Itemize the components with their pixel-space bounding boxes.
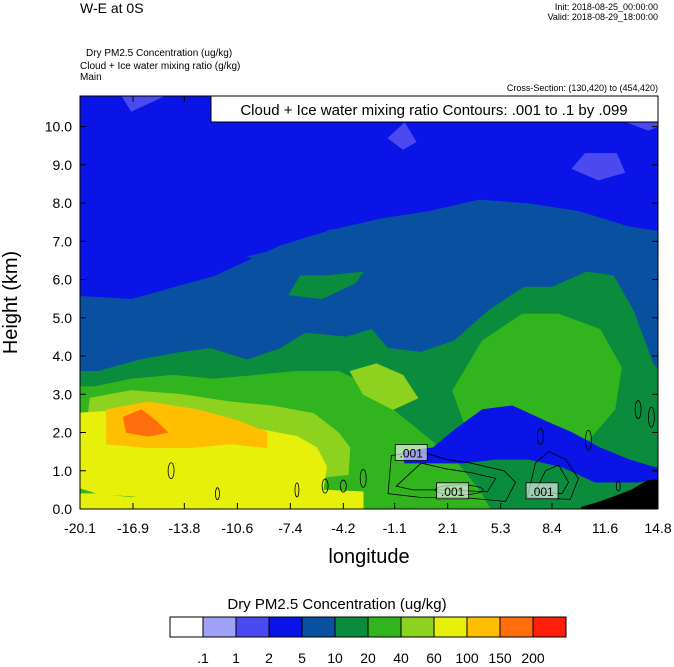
contour-value-text: .001 [441,485,465,499]
x-tick-label: -13.8 [168,520,200,536]
y-tick-label: 6.0 [53,272,73,288]
colorbar-label: 200 [521,650,545,666]
contour-value-label: .001 [436,482,470,500]
contour-outer-2 [526,451,579,500]
x-tick-label: 2.1 [438,520,458,536]
contour-value-box [525,482,559,500]
x-axis-title: longitude [328,546,409,568]
contour-value-label: .001 [394,444,428,461]
x-tick-label: -20.1 [64,520,96,536]
contour-value-text: .001 [400,447,424,461]
valid-time: Valid: 2018-08-29_18:00:00 [547,12,658,22]
x-tick-label: 5.3 [491,520,511,536]
variable-label-cloud: Cloud + Ice water mixing ratio (g/kg) [80,61,241,72]
colorbar-label: 1 [232,650,240,666]
contour-blob-5 [321,478,329,494]
colorbar-swatch [235,616,270,638]
y-tick-label: 9.0 [53,157,73,173]
variable-label-main: Main [80,72,102,83]
x-tick-label: -4.2 [331,520,355,536]
colorbar-label: 150 [488,650,512,666]
concentration-field [80,96,658,509]
contour-blob-7 [359,469,367,488]
cloud-contours: .001 .001 .001 [167,400,655,502]
colorbar-swatch [202,616,237,638]
colorbar-label: 40 [393,650,409,666]
cross-section-label: Cross-Section: (130,420) to (454,420) [506,83,658,93]
y-tick-label: 7.0 [53,233,73,249]
variable-label-pm25: Dry PM2.5 Concentration (ug/kg) [86,48,233,59]
field-patch-green-1 [288,271,364,300]
figure-title: W-E at 0S [80,0,144,16]
contour-info-box [210,95,659,123]
x-tick-label: 8.4 [542,520,562,536]
colorbar-title: Dry PM2.5 Concentration (ug/kg) [227,596,447,613]
x-tick-label: 11.6 [592,520,618,536]
contour-value-box [436,482,470,500]
colorbar-swatch [499,616,534,638]
x-tick-label: -1.1 [383,520,407,536]
colorbar-swatch [334,616,369,638]
field-patch-purple-6 [387,122,417,150]
field-patch-teal-1 [247,229,364,269]
colorbar-label: 60 [426,650,442,666]
y-tick-label: 8.0 [53,195,73,211]
contour-blob-10 [634,400,642,419]
colorbar-swatch [433,616,468,638]
colorbar-label: 5 [298,650,306,666]
contour-inner-1 [395,462,497,493]
colorbar-swatch [301,616,336,638]
contour-blob-9 [585,429,592,451]
y-axis-title: Height (km) [0,251,22,354]
colorbar-label: 2 [265,650,273,666]
colorbar-swatch [466,616,501,638]
field-band-blue [80,96,658,300]
terrain [580,479,658,509]
field-patch-purple-4 [571,153,626,181]
field-patch-red-1 [122,409,169,437]
init-time: Init: 2018-08-25_00:00:00 [554,2,658,12]
contour-blob-12 [615,480,621,492]
contour-value-text: .001 [530,485,554,499]
colorbar-swatch [169,616,204,638]
y-tick-label: 0.0 [53,501,73,517]
contour-value-box [394,444,428,461]
y-tick-label: 5.0 [53,310,73,326]
field-band-lowblue [402,405,658,483]
contour-blob-4 [294,482,300,498]
x-tick-label: -10.6 [221,520,253,536]
colorbar-swatch [268,616,303,638]
colorbar-label: 10 [327,650,343,666]
contour-blob-2 [167,462,175,480]
colorbar-label: 20 [360,650,376,666]
x-tick-label: -7.4 [278,520,302,536]
colorbar-label: 100 [455,650,479,666]
x-tick-label: 14.8 [644,520,671,536]
field-patch-ltgreen-1 [349,363,419,410]
colorbar-swatch [367,616,402,638]
contour-info-text: Cloud + Ice water mixing ratio Contours:… [240,102,627,119]
y-tick-label: 4.0 [53,348,73,364]
contour-blob-11 [647,406,655,428]
y-tick-label: 3.0 [53,386,73,402]
y-tick-label: 10.0 [45,119,72,135]
colorbar-swatch [532,616,567,638]
y-tick-label: 2.0 [53,425,73,441]
contour-blob-8 [537,427,544,445]
colorbar-label: .1 [197,650,209,666]
contour-value-label: .001 [525,482,559,500]
field-band-yellow-base [80,489,364,509]
x-tick-label: -16.9 [117,520,149,536]
contour-blob-3 [215,487,220,501]
contour-blob-6 [339,479,347,493]
colorbar-swatch [400,616,435,638]
y-tick-label: 1.0 [53,463,73,479]
